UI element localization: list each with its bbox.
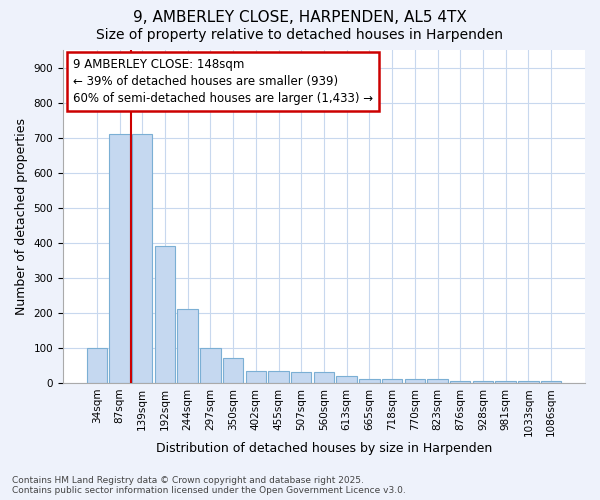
Text: Contains HM Land Registry data © Crown copyright and database right 2025.
Contai: Contains HM Land Registry data © Crown c… [12, 476, 406, 495]
Bar [382, 380, 403, 383]
Bar [86, 348, 107, 383]
X-axis label: Distribution of detached houses by size in Harpenden: Distribution of detached houses by size … [156, 442, 492, 455]
Bar [450, 381, 470, 383]
Text: Size of property relative to detached houses in Harpenden: Size of property relative to detached ho… [97, 28, 503, 42]
Bar [541, 381, 561, 383]
Bar [427, 380, 448, 383]
Bar [245, 370, 266, 383]
Bar [200, 348, 221, 383]
Bar [496, 381, 516, 383]
Bar [337, 376, 357, 383]
Bar [109, 134, 130, 383]
Text: 9, AMBERLEY CLOSE, HARPENDEN, AL5 4TX: 9, AMBERLEY CLOSE, HARPENDEN, AL5 4TX [133, 10, 467, 25]
Bar [132, 134, 152, 383]
Bar [291, 372, 311, 383]
Bar [268, 370, 289, 383]
Text: 9 AMBERLEY CLOSE: 148sqm
← 39% of detached houses are smaller (939)
60% of semi-: 9 AMBERLEY CLOSE: 148sqm ← 39% of detach… [73, 58, 373, 106]
Bar [473, 381, 493, 383]
Bar [314, 372, 334, 383]
Bar [359, 380, 380, 383]
Bar [404, 380, 425, 383]
Y-axis label: Number of detached properties: Number of detached properties [15, 118, 28, 315]
Bar [518, 381, 539, 383]
Bar [178, 310, 198, 383]
Bar [155, 246, 175, 383]
Bar [223, 358, 244, 383]
